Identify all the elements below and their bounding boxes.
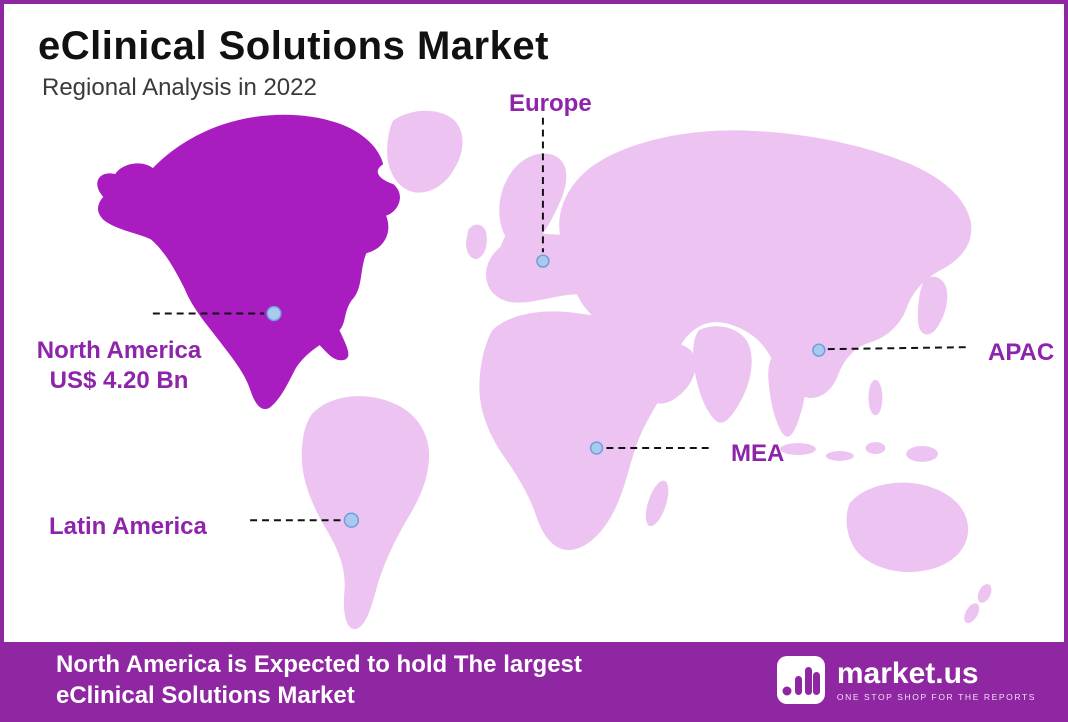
region-marker-latin-america [343, 512, 360, 528]
indonesia-island-1 [780, 443, 816, 455]
continent-north-america [97, 114, 400, 410]
continent-asia [559, 130, 972, 398]
region-marker-apac [812, 343, 826, 357]
arabian-peninsula [640, 341, 696, 404]
page-title: eClinical Solutions Market [38, 24, 549, 68]
madagascar [645, 480, 669, 527]
brand-logo: market.us ONE STOP SHOP FOR THE REPORTS [776, 656, 1036, 704]
japan [917, 276, 948, 335]
greenland [387, 110, 463, 193]
region-marker-europe [536, 254, 550, 268]
continent-south-america [301, 396, 430, 630]
region-marker-mea [589, 441, 604, 455]
southeast-asia [768, 351, 806, 437]
footer-banner: North America is Expected to hold The la… [4, 642, 1064, 718]
new-zealand-north [977, 584, 992, 603]
new-zealand-south [964, 603, 980, 624]
banner-line-2: eClinical Solutions Market [56, 682, 355, 709]
brand-name: market.us [836, 657, 979, 690]
continent-africa [479, 311, 674, 551]
logo-mark [782, 667, 820, 696]
north-america-name: North America [36, 337, 202, 364]
british-isles [466, 224, 487, 260]
page-subtitle: Regional Analysis in 2022 [42, 74, 317, 101]
brand-text: market.us ONE STOP SHOP FOR THE REPORTS [836, 657, 1036, 703]
region-label-europe: Europe [509, 90, 592, 117]
india [693, 326, 752, 423]
indonesia-island-2 [825, 450, 854, 461]
marketus-logo-icon [776, 656, 825, 704]
region-marker-north-america [266, 305, 282, 322]
world-map [97, 110, 992, 630]
brand-tagline: ONE STOP SHOP FOR THE REPORTS [836, 692, 1036, 702]
indonesia-island-3 [865, 442, 886, 454]
region-label-latin-america: Latin America [49, 513, 207, 540]
region-label-north-america: North America US$ 4.20 Bn [24, 336, 214, 396]
philippines [868, 379, 883, 416]
region-label-apac: APAC [988, 339, 1055, 366]
banner-text: North America is Expected to hold The la… [56, 649, 582, 711]
continent-australia [846, 482, 969, 573]
banner-line-1: North America is Expected to hold The la… [56, 651, 582, 678]
new-guinea [906, 446, 938, 462]
north-america-value: US$ 4.20 Bn [49, 367, 189, 394]
region-label-mea: MEA [731, 440, 785, 467]
